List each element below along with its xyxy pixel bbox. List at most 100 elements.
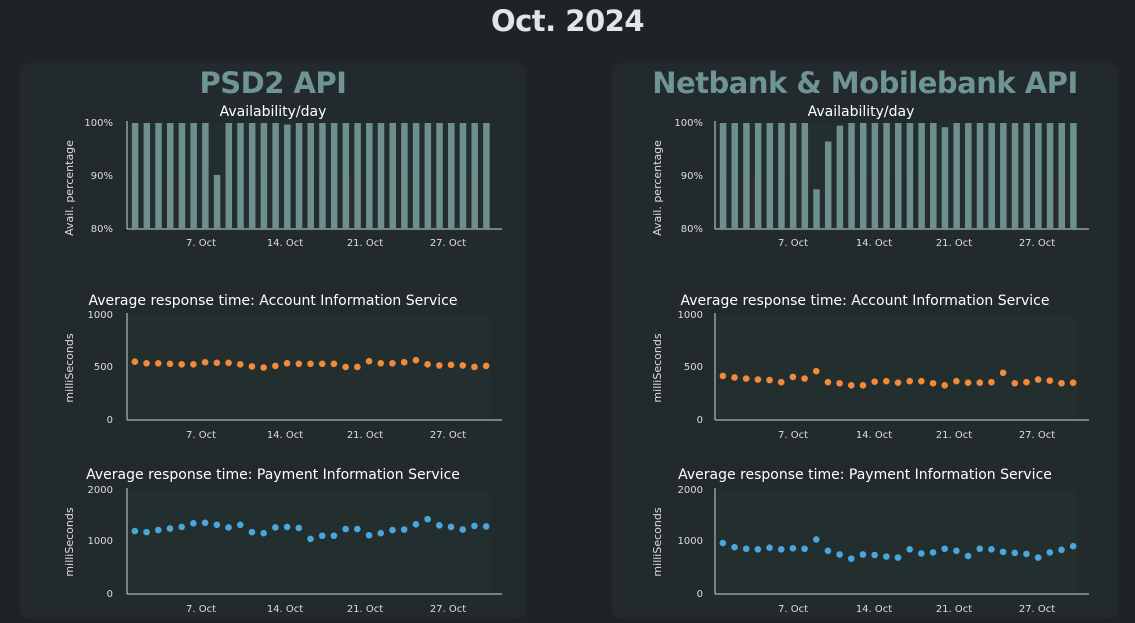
response-point xyxy=(1058,379,1065,387)
availability-bar xyxy=(272,123,279,229)
response-point xyxy=(1069,542,1077,550)
response-point xyxy=(824,547,832,555)
x-tick-label: 27. Oct xyxy=(430,238,466,249)
response-point xyxy=(918,377,925,385)
y-tick-label: 90% xyxy=(91,171,113,182)
response-point xyxy=(131,527,139,535)
response-point xyxy=(894,554,902,561)
response-point xyxy=(436,362,443,369)
response-point xyxy=(365,531,373,539)
response-point xyxy=(731,374,738,381)
chart-title: Availability/day xyxy=(808,104,915,120)
availability-bar xyxy=(342,123,350,229)
response-point xyxy=(964,379,972,387)
response-point xyxy=(225,359,232,367)
response-point xyxy=(801,375,808,382)
response-point xyxy=(1034,554,1042,561)
plot-area xyxy=(127,315,490,420)
panel-title-psd2: PSD2 API xyxy=(199,66,347,100)
response-point xyxy=(812,367,820,375)
availability-bar xyxy=(930,123,937,229)
x-tick-label: 21. Oct xyxy=(936,430,972,441)
response-point xyxy=(248,363,256,370)
x-tick-label: 27. Oct xyxy=(1019,238,1055,249)
response-point xyxy=(812,536,820,543)
y-tick-label: 500 xyxy=(684,362,703,373)
response-point xyxy=(988,545,995,553)
response-point xyxy=(894,379,902,387)
y-axis-label: milliSeconds xyxy=(63,507,76,576)
response-point xyxy=(190,519,197,527)
availability-bar xyxy=(178,123,186,229)
response-point xyxy=(824,378,832,386)
x-tick-label: 7. Oct xyxy=(778,604,808,615)
availability-bar xyxy=(248,123,256,229)
availability-bar xyxy=(778,123,785,229)
response-point xyxy=(471,363,478,371)
availability-bar xyxy=(166,123,174,229)
response-point xyxy=(354,363,361,371)
availability-bar xyxy=(976,123,984,229)
availability-bar xyxy=(307,123,314,229)
response-point xyxy=(154,360,162,367)
netbank-mobilebank-api-panel: Netbank & Mobilebank API Availability/da… xyxy=(612,63,1118,619)
x-tick-label: 14. Oct xyxy=(856,430,892,441)
availability-bar xyxy=(389,123,396,229)
x-tick-label: 7. Oct xyxy=(186,238,216,249)
availability-bar xyxy=(743,123,750,229)
x-tick-label: 14. Oct xyxy=(856,604,892,615)
response-point xyxy=(906,545,913,553)
response-point xyxy=(719,539,727,547)
x-tick-label: 14. Oct xyxy=(267,604,303,615)
response-point xyxy=(871,378,878,385)
chart-title: Average response time: Account Informati… xyxy=(89,293,458,309)
response-point xyxy=(447,523,455,531)
response-point xyxy=(166,525,174,532)
y-tick-label: 0 xyxy=(107,415,113,426)
availability-bar xyxy=(459,123,467,229)
response-point xyxy=(377,529,385,537)
availability-bar xyxy=(471,123,478,229)
response-point xyxy=(1011,379,1019,387)
response-point xyxy=(789,544,797,552)
y-axis-label: Avail. percentage xyxy=(651,140,664,236)
availability-bar xyxy=(237,123,244,229)
response-point xyxy=(260,364,267,371)
response-point xyxy=(929,549,937,556)
response-point xyxy=(471,522,478,530)
x-tick-label: 14. Oct xyxy=(267,238,303,249)
availability-bar xyxy=(754,123,762,229)
response-point xyxy=(178,523,185,531)
response-point xyxy=(988,378,995,386)
availability-bar xyxy=(965,123,972,229)
availability-bar xyxy=(366,123,373,229)
response-point xyxy=(213,359,221,367)
y-axis-label: milliSeconds xyxy=(651,333,664,402)
response-point xyxy=(929,379,937,387)
response-point xyxy=(436,522,443,529)
response-point xyxy=(754,545,762,553)
y-tick-label: 2000 xyxy=(88,485,113,496)
response-point xyxy=(272,524,279,531)
response-point xyxy=(190,361,197,368)
availability-bar xyxy=(1070,123,1077,229)
availability-bar xyxy=(260,123,268,229)
response-point xyxy=(342,525,349,533)
response-point xyxy=(201,519,209,527)
response-point xyxy=(342,363,349,371)
availability-bar xyxy=(941,127,949,229)
response-point xyxy=(836,379,843,387)
response-point xyxy=(318,532,326,540)
response-point xyxy=(260,529,267,537)
availability-bar xyxy=(213,174,221,229)
x-tick-label: 27. Oct xyxy=(430,604,466,615)
x-tick-label: 21. Oct xyxy=(347,238,383,249)
response-point xyxy=(424,361,431,368)
response-point xyxy=(400,358,408,366)
response-point xyxy=(482,362,490,370)
y-tick-label: 1000 xyxy=(678,310,703,321)
chart-title: Average response time: Account Informati… xyxy=(681,293,1050,309)
availability-bar xyxy=(319,123,326,229)
response-point xyxy=(365,357,373,365)
availability-bar xyxy=(1046,123,1054,229)
